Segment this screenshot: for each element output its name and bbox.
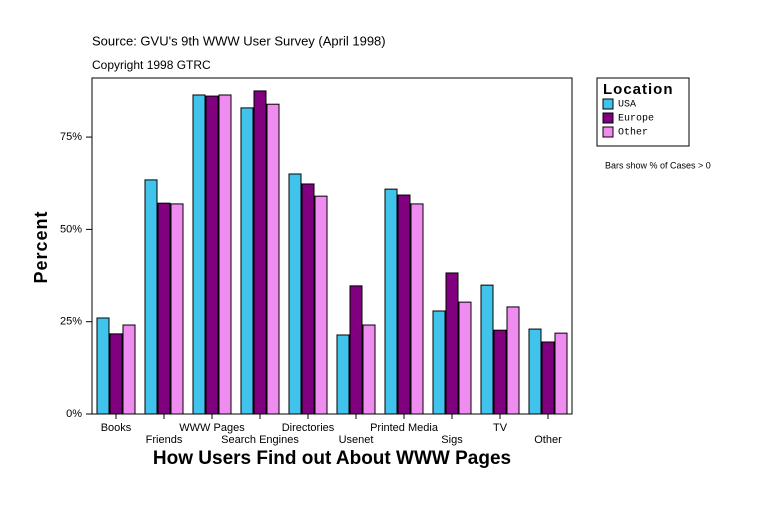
bar: [541, 341, 555, 415]
bar: [384, 188, 398, 415]
y-tick-label: 0%: [66, 408, 82, 420]
legend-swatch: [602, 112, 614, 124]
x-tick-label: TV: [493, 422, 508, 434]
bar: [493, 329, 507, 415]
x-tick-label: Friends: [146, 434, 183, 446]
bar: [218, 94, 232, 415]
y-tick-label: 50%: [60, 223, 82, 235]
legend-swatch: [602, 98, 614, 110]
x-tick-label: Printed Media: [370, 422, 439, 434]
legend-label: Other: [618, 127, 648, 139]
legend-swatch: [602, 126, 614, 138]
bar: [314, 195, 328, 415]
x-axis-label: How Users Find out About WWW Pages: [153, 448, 511, 469]
bar: [96, 317, 110, 415]
x-tick-label: Sigs: [441, 434, 463, 446]
bar: [170, 203, 184, 415]
bar: [397, 194, 411, 415]
x-tick-label: Directories: [282, 422, 335, 434]
bar: [362, 324, 376, 415]
annotation: Bars show % of Cases > 0: [605, 160, 711, 170]
bar: [528, 328, 542, 415]
y-tick-label: 25%: [60, 316, 82, 328]
bar: [288, 173, 302, 415]
legend-label: USA: [618, 100, 636, 111]
bar: [432, 310, 446, 415]
chart-subtitle: Copyright 1998 GTRC: [92, 58, 211, 72]
x-tick-label: Search Engines: [221, 434, 299, 446]
y-tick-label: 75%: [60, 131, 82, 143]
bar: [506, 306, 520, 415]
bar: [192, 94, 206, 415]
bar: [458, 301, 472, 415]
legend-title: Location: [603, 81, 674, 98]
x-tick-label: WWW Pages: [179, 422, 245, 434]
bar: [349, 285, 363, 415]
bar: [410, 203, 424, 415]
x-tick-label: Other: [534, 434, 562, 446]
bar: [253, 90, 267, 415]
x-tick-label: Usenet: [339, 434, 374, 446]
bar: [445, 272, 459, 415]
bar: [205, 95, 219, 415]
bar: [144, 179, 158, 415]
bar: [109, 333, 123, 415]
bar: [480, 284, 494, 415]
bar: [336, 334, 350, 415]
bar: [301, 183, 315, 415]
bar: [554, 332, 568, 415]
legend-label: Europe: [618, 114, 654, 125]
chart-title: Source: GVU's 9th WWW User Survey (April…: [92, 33, 386, 48]
plot-frame: [91, 77, 573, 415]
x-tick-label: Books: [101, 422, 132, 434]
bar: [240, 107, 254, 415]
bar: [266, 103, 280, 415]
y-axis-label: Percent: [31, 210, 51, 283]
bar: [122, 324, 136, 415]
bar: [157, 202, 171, 415]
